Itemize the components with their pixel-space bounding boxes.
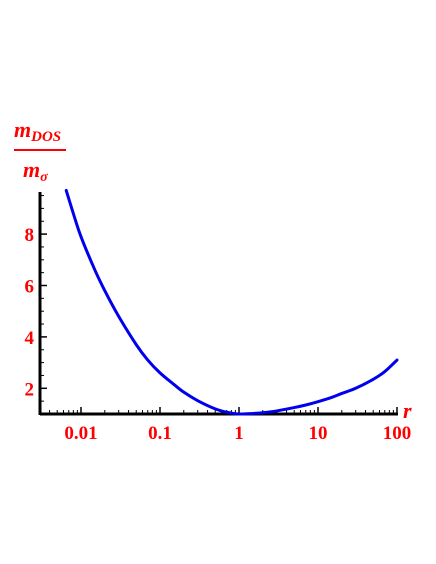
y-tick-label: 8 [25,225,35,246]
x-tick-label: 10 [309,423,328,444]
svg-text:mDOS: mDOS [14,117,61,145]
y-label-numerator: m [14,117,31,142]
y-axis-label: mDOS mσ [14,117,66,185]
y-label-denominator-subscript: σ [40,170,48,185]
y-tick-label: 2 [25,379,35,400]
x-tick-label: 100 [383,423,412,444]
y-label-denominator: m [23,157,40,182]
tick-labels: 0.01 0.1 1 10 100 2 4 6 8 [25,225,412,444]
x-axis-label: r [403,398,412,423]
x-tick-label: 1 [234,423,244,444]
axes [38,192,398,416]
series [64,188,399,416]
y-tick-label: 4 [25,328,35,349]
y-label-numerator-subscript: DOS [30,129,61,145]
x-tick-label: 0.1 [148,423,172,444]
series-line [64,188,399,416]
x-tick-label: 0.01 [64,423,97,444]
svg-text:mσ: mσ [23,157,48,185]
y-tick-label: 6 [25,277,35,298]
ticks [40,195,398,414]
